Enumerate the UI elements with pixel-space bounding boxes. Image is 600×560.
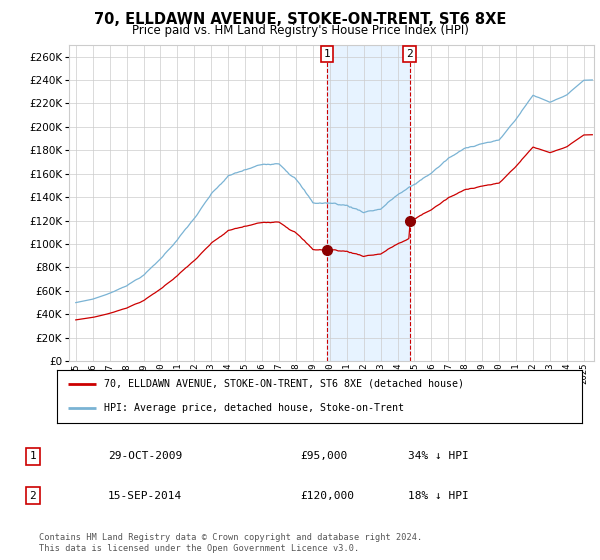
Text: 2: 2 <box>406 49 413 59</box>
Text: £95,000: £95,000 <box>300 451 347 461</box>
Text: £120,000: £120,000 <box>300 491 354 501</box>
Text: 2: 2 <box>29 491 37 501</box>
Text: Price paid vs. HM Land Registry's House Price Index (HPI): Price paid vs. HM Land Registry's House … <box>131 24 469 36</box>
Text: 1: 1 <box>323 49 331 59</box>
Text: Contains HM Land Registry data © Crown copyright and database right 2024.
This d: Contains HM Land Registry data © Crown c… <box>39 533 422 553</box>
Text: 70, ELLDAWN AVENUE, STOKE-ON-TRENT, ST6 8XE (detached house): 70, ELLDAWN AVENUE, STOKE-ON-TRENT, ST6 … <box>104 379 464 389</box>
Text: 70, ELLDAWN AVENUE, STOKE-ON-TRENT, ST6 8XE: 70, ELLDAWN AVENUE, STOKE-ON-TRENT, ST6 … <box>94 12 506 27</box>
Text: 1: 1 <box>29 451 37 461</box>
Text: HPI: Average price, detached house, Stoke-on-Trent: HPI: Average price, detached house, Stok… <box>104 403 404 413</box>
Text: 34% ↓ HPI: 34% ↓ HPI <box>408 451 469 461</box>
Text: 29-OCT-2009: 29-OCT-2009 <box>108 451 182 461</box>
Text: 15-SEP-2014: 15-SEP-2014 <box>108 491 182 501</box>
Text: 18% ↓ HPI: 18% ↓ HPI <box>408 491 469 501</box>
Bar <box>327 45 410 361</box>
